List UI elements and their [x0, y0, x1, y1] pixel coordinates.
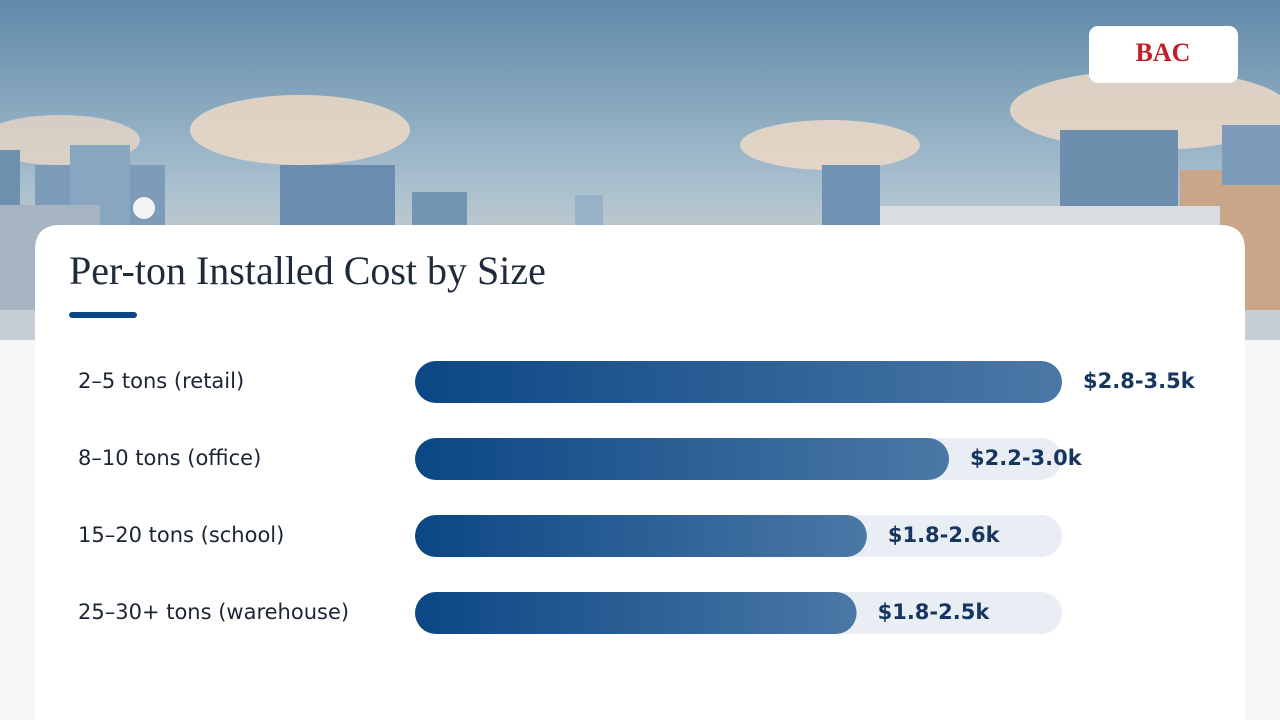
chart-title: Per-ton Installed Cost by Size [69, 248, 546, 293]
value-label: $1.8-2.5k [878, 600, 991, 624]
bar [415, 361, 1062, 403]
logo-box [1089, 26, 1238, 83]
bar [415, 515, 867, 557]
plot: 2–5 tons (retail) $2.8-3.5k 8–10 tons (off… [78, 361, 1196, 634]
value-label: $2.8-3.5k [1083, 369, 1196, 393]
bar [415, 592, 857, 634]
category-label: 8–10 tons (office) [78, 446, 261, 470]
category-label: 15–20 tons (school) [78, 523, 284, 547]
title-underline [69, 312, 137, 318]
category-label: 2–5 tons (retail) [78, 369, 244, 393]
value-label: $1.8-2.6k [888, 523, 1001, 547]
category-label: 25–30+ tons (warehouse) [78, 600, 349, 624]
bar [415, 438, 950, 480]
value-label: $2.2-3.0k [970, 446, 1083, 470]
logo: BAC [1136, 38, 1191, 67]
